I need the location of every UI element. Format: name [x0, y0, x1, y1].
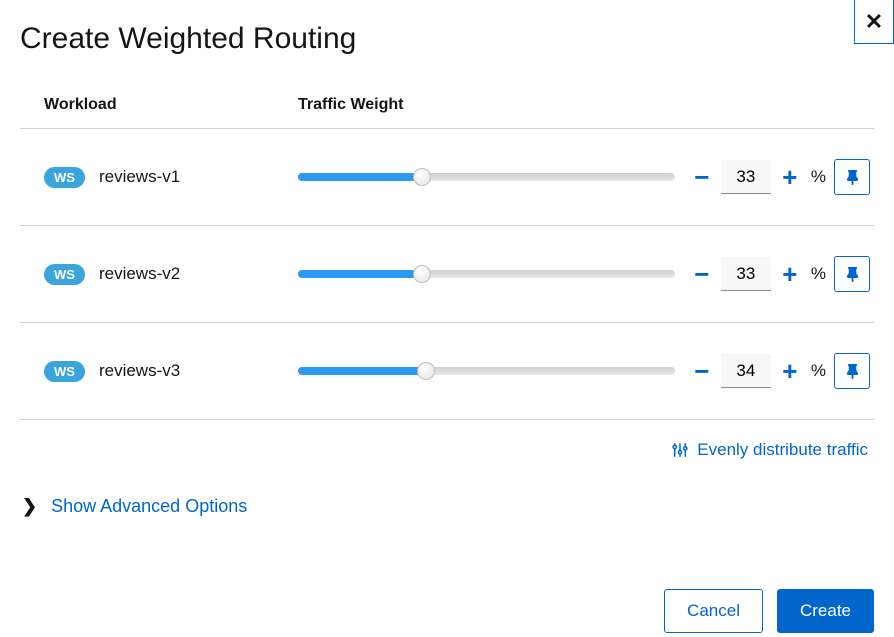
- slider-track: [298, 367, 675, 375]
- traffic-cell: − +%: [298, 256, 870, 292]
- evenly-distribute-label: Evenly distribute traffic: [697, 440, 868, 460]
- workload-cell: WS reviews-v2: [44, 264, 298, 285]
- evenly-distribute-button[interactable]: Evenly distribute traffic: [20, 420, 874, 460]
- workload-name: reviews-v3: [99, 361, 180, 381]
- sliders-icon: [671, 441, 689, 459]
- slider-thumb[interactable]: [417, 362, 435, 380]
- increase-weight-button[interactable]: +: [779, 162, 801, 193]
- percent-label: %: [811, 361, 826, 381]
- percent-label: %: [811, 167, 826, 187]
- slider-fill: [298, 173, 422, 181]
- advanced-options-toggle[interactable]: ❯ Show Advanced Options: [20, 460, 874, 517]
- decrease-weight-button[interactable]: −: [691, 356, 713, 387]
- slider-fill: [298, 270, 422, 278]
- slider-thumb[interactable]: [413, 265, 431, 283]
- slider-track: [298, 270, 675, 278]
- close-button[interactable]: ✕: [854, 0, 894, 44]
- workload-badge: WS: [44, 264, 85, 285]
- advanced-options-label: Show Advanced Options: [51, 496, 247, 517]
- weight-input[interactable]: [721, 257, 771, 291]
- pin-icon: [845, 170, 860, 185]
- weight-controls: − +%: [691, 159, 870, 195]
- close-icon: ✕: [865, 9, 883, 35]
- column-header-workload: Workload: [44, 96, 298, 114]
- slider-thumb[interactable]: [413, 168, 431, 186]
- increase-weight-button[interactable]: +: [779, 356, 801, 387]
- create-button[interactable]: Create: [777, 589, 874, 633]
- traffic-cell: − +%: [298, 353, 870, 389]
- dialog-title: Create Weighted Routing: [20, 22, 874, 56]
- pin-weight-button[interactable]: [834, 159, 870, 195]
- decrease-weight-button[interactable]: −: [691, 259, 713, 290]
- decrease-weight-button[interactable]: −: [691, 162, 713, 193]
- weight-input[interactable]: [721, 160, 771, 194]
- workload-row: WS reviews-v2 − +%: [20, 226, 874, 323]
- pin-icon: [845, 267, 860, 282]
- weight-slider[interactable]: [298, 361, 675, 381]
- column-header-traffic: Traffic Weight: [298, 96, 874, 114]
- workload-row: WS reviews-v1 − +%: [20, 129, 874, 226]
- cancel-button[interactable]: Cancel: [664, 589, 763, 633]
- traffic-cell: − +%: [298, 159, 870, 195]
- pin-weight-button[interactable]: [834, 256, 870, 292]
- dialog-content: Workload Traffic Weight WSreviews-v1−+%W…: [20, 96, 874, 517]
- workload-row: WS reviews-v3 − +%: [20, 323, 874, 420]
- workload-cell: WS reviews-v3: [44, 361, 298, 382]
- slider-track: [298, 173, 675, 181]
- chevron-right-icon: ❯: [22, 496, 37, 517]
- weight-slider[interactable]: [298, 264, 675, 284]
- workload-badge: WS: [44, 361, 85, 382]
- weight-controls: − +%: [691, 353, 870, 389]
- workload-cell: WS reviews-v1: [44, 167, 298, 188]
- dialog-footer: Cancel Create: [664, 589, 874, 637]
- pin-icon: [845, 364, 860, 379]
- workload-name: reviews-v2: [99, 264, 180, 284]
- increase-weight-button[interactable]: +: [779, 259, 801, 290]
- workload-name: reviews-v1: [99, 167, 180, 187]
- weight-input[interactable]: [721, 354, 771, 388]
- pin-weight-button[interactable]: [834, 353, 870, 389]
- weight-controls: − +%: [691, 256, 870, 292]
- percent-label: %: [811, 264, 826, 284]
- table-header: Workload Traffic Weight: [20, 96, 874, 129]
- create-weighted-routing-dialog: ✕ Create Weighted Routing Workload Traff…: [0, 0, 894, 637]
- slider-fill: [298, 367, 426, 375]
- workload-badge: WS: [44, 167, 85, 188]
- weight-slider[interactable]: [298, 167, 675, 187]
